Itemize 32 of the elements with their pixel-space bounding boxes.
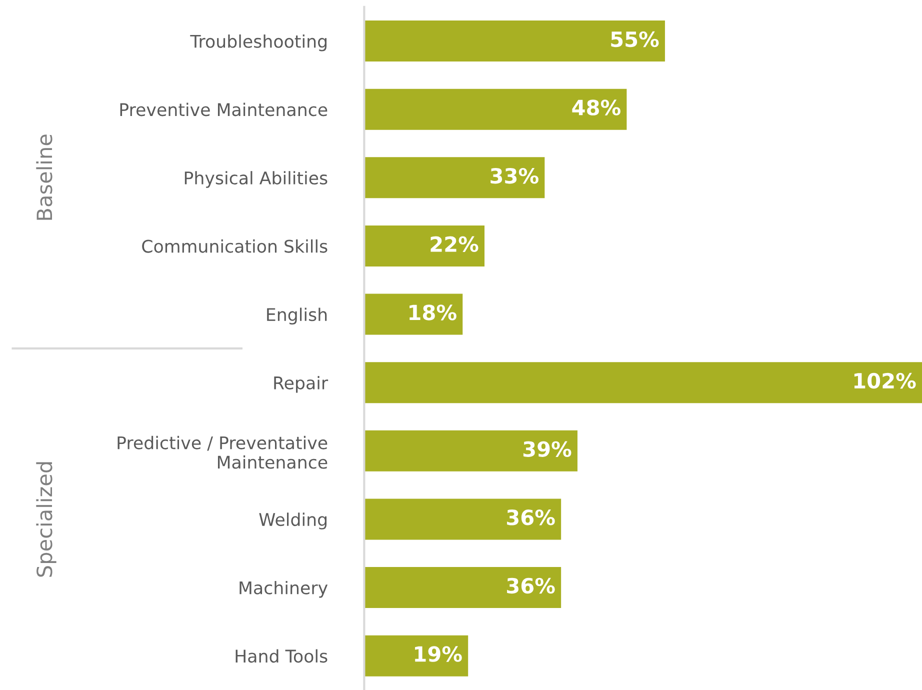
y-tick-label: Physical Abilities bbox=[184, 171, 328, 188]
y-tick-label: Preventive Maintenance bbox=[120, 102, 328, 116]
data-label: 33% bbox=[490, 168, 538, 184]
y-tick-label: Repair bbox=[274, 376, 328, 393]
data-label: 48% bbox=[572, 100, 620, 116]
y-tick-label: Predictive / Preventative Maintenance bbox=[118, 436, 328, 469]
y-tick-label: Communication Skills bbox=[142, 239, 328, 253]
text: Specialized bbox=[36, 462, 56, 577]
bar bbox=[364, 362, 922, 404]
bar bbox=[364, 635, 468, 676]
bar bbox=[364, 225, 484, 266]
y-tick-label: English bbox=[267, 308, 327, 324]
bar bbox=[364, 567, 562, 608]
data-label: 55% bbox=[611, 31, 659, 48]
text: Baseline bbox=[36, 134, 52, 220]
bar bbox=[364, 88, 627, 130]
data-label: 19% bbox=[415, 646, 462, 662]
bar bbox=[364, 294, 463, 335]
bar bbox=[364, 430, 578, 472]
data-label: 39% bbox=[523, 441, 572, 457]
y-tick-label: Hand Tools bbox=[236, 649, 328, 663]
bar bbox=[364, 157, 545, 198]
data-label: 22% bbox=[430, 236, 478, 252]
data-label: 36% bbox=[507, 578, 555, 594]
data-label: 36% bbox=[507, 510, 555, 526]
bar bbox=[364, 498, 562, 540]
y-tick-label: Welding bbox=[259, 512, 326, 530]
y-tick-label: Troubleshooting bbox=[190, 34, 326, 52]
bar bbox=[364, 20, 665, 62]
data-label: 102% bbox=[854, 372, 916, 389]
data-label: 18% bbox=[410, 304, 456, 320]
y-tick-label: Machinery bbox=[240, 580, 328, 598]
